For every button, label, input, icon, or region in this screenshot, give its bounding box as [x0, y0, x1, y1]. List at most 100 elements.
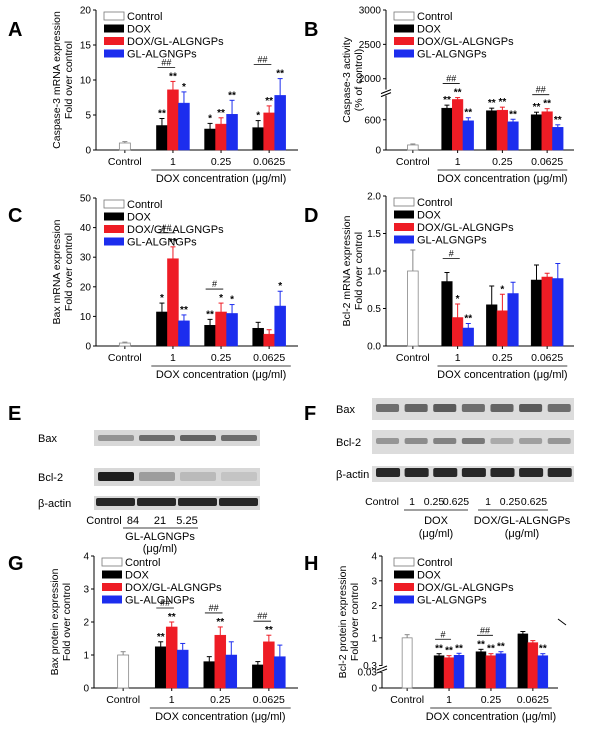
blot-band — [461, 468, 486, 477]
bar-dox — [530, 114, 543, 151]
legend-swatch — [104, 212, 124, 221]
y-tick-label: 0.03 — [358, 668, 378, 679]
blot-band — [221, 472, 257, 481]
chart-panel-c: C 0 10 20 30 40 50 Bax mRNA expression Fold over… — [8, 194, 298, 381]
bar-dox-gl-algngps — [496, 310, 508, 347]
blot-lane-label: 0.625 — [443, 496, 469, 508]
y-tick-label: 0.5 — [367, 304, 381, 315]
bar-dox — [252, 327, 264, 347]
y-tick-label: 0.3 — [363, 661, 377, 672]
blot-band — [376, 438, 400, 444]
bar-dox — [204, 325, 216, 347]
significance-marker: ** — [265, 96, 273, 107]
legend-label: DOX — [127, 24, 152, 36]
blot-band — [139, 472, 175, 481]
western-blot-panels: E Bax Bcl-2 β-actin Control 84 21 5.25 GL-ALGNGP… — [8, 398, 574, 555]
legend-label: DOX/GL-ALGNGPs — [125, 582, 222, 594]
significance-marker: ** — [477, 639, 485, 650]
bar-gl-algngps — [552, 278, 564, 347]
blot-band — [519, 438, 543, 444]
x-tick-label: 0.0625 — [531, 352, 563, 364]
bar-gl-algngps — [495, 653, 507, 689]
y-tick-label: 10 — [80, 312, 92, 323]
blot-lane-label: 84 — [127, 515, 139, 527]
bar-dox — [252, 664, 264, 689]
y-tick-label: 20 — [80, 6, 92, 17]
y-tick-label: 10 — [80, 76, 92, 87]
y-axis-label-line2: Fold over control — [63, 41, 75, 119]
x-axis-label: DOX concentration (μg/ml) — [156, 369, 286, 381]
legend-label: DOX — [417, 24, 442, 36]
blot-band — [461, 438, 485, 444]
legend-label: Control — [417, 11, 452, 23]
y-tick-label: 600 — [364, 115, 381, 126]
blot-strip — [94, 430, 260, 446]
legend-swatch — [393, 557, 415, 567]
significance-marker: * — [160, 293, 164, 304]
significance-marker: ** — [455, 643, 463, 654]
legend-label: DOX — [417, 570, 442, 582]
bar-dox — [441, 281, 453, 347]
y-tick-label: 30 — [80, 253, 92, 264]
y-tick-label: 2 — [371, 601, 377, 612]
y-axis-label: Caspase-3 activity — [341, 36, 353, 123]
x-tick-label: 0.0625 — [253, 352, 285, 364]
blot-strip — [94, 468, 260, 486]
significance-marker: ** — [217, 108, 225, 119]
blot-row-label: Bax — [336, 404, 355, 416]
blot-lane-label: Control — [86, 515, 121, 527]
blot-band — [490, 438, 514, 444]
significance-marker: ** — [169, 237, 177, 248]
legend-swatch — [104, 24, 124, 33]
y-axis-label: Bcl-2 mRNA expression — [341, 215, 353, 326]
hash-marker: ## — [536, 85, 546, 95]
y-tick-label: 15 — [80, 41, 92, 52]
y-axis-label: Caspase-3 mRNA expression — [51, 11, 63, 149]
blot-row-label: Bcl-2 — [336, 437, 361, 449]
bar-gl-algngps — [226, 313, 238, 347]
significance-marker: ** — [464, 314, 472, 325]
legend-label: Control — [127, 199, 162, 211]
legend-swatch — [104, 237, 124, 246]
panel-letter: G — [8, 553, 24, 575]
y-tick-label: 2000 — [359, 74, 382, 85]
y-tick-label: 1.0 — [367, 267, 381, 278]
blot-band — [547, 468, 572, 477]
significance-marker: * — [500, 284, 504, 295]
significance-marker: ** — [498, 97, 506, 108]
y-tick-label: 5 — [85, 111, 91, 122]
significance-marker: ** — [443, 95, 451, 106]
x-axis-label: DOX concentration (μg/ml) — [437, 173, 567, 185]
hash-marker: # — [441, 629, 446, 639]
bar-dox — [203, 661, 216, 689]
bar-dox-gl-algngps — [452, 317, 464, 347]
legend-swatch — [394, 235, 414, 244]
legend-label: DOX/GL-ALGNGPs — [127, 224, 224, 236]
legend-swatch — [393, 197, 415, 207]
significance-marker: ** — [228, 90, 236, 101]
chart-panel-g: G 0 1 2 3 4 Bax protein expression Fold over co… — [8, 552, 298, 723]
bar-gl-algngps — [537, 655, 549, 689]
x-tick-label: 0.0625 — [531, 156, 563, 168]
y-tick-label: 0.0 — [367, 342, 381, 353]
y-tick-label: 1 — [371, 633, 377, 644]
blot-band — [219, 498, 258, 506]
legend-swatch — [102, 570, 122, 579]
legend-swatch — [101, 557, 123, 567]
blot-lane-label: Control — [365, 496, 399, 508]
blot-lane-label: 1 — [409, 496, 415, 508]
significance-marker: ** — [206, 309, 214, 320]
blot-group-unit: (μg/ml) — [143, 543, 177, 555]
y-tick-label: 3000 — [359, 6, 382, 17]
blot-group-unit: (μg/ml) — [505, 528, 539, 540]
y-tick-label: 0 — [85, 342, 91, 353]
bar-dox — [530, 279, 543, 347]
blot-band — [519, 404, 543, 412]
blot-band — [404, 404, 428, 412]
hash-marker: ## — [258, 55, 268, 65]
legend-swatch — [103, 11, 125, 21]
bar-dox-gl-algngps — [165, 626, 178, 689]
significance-marker: ** — [276, 69, 284, 80]
bar-dox-gl-algngps — [263, 333, 275, 347]
